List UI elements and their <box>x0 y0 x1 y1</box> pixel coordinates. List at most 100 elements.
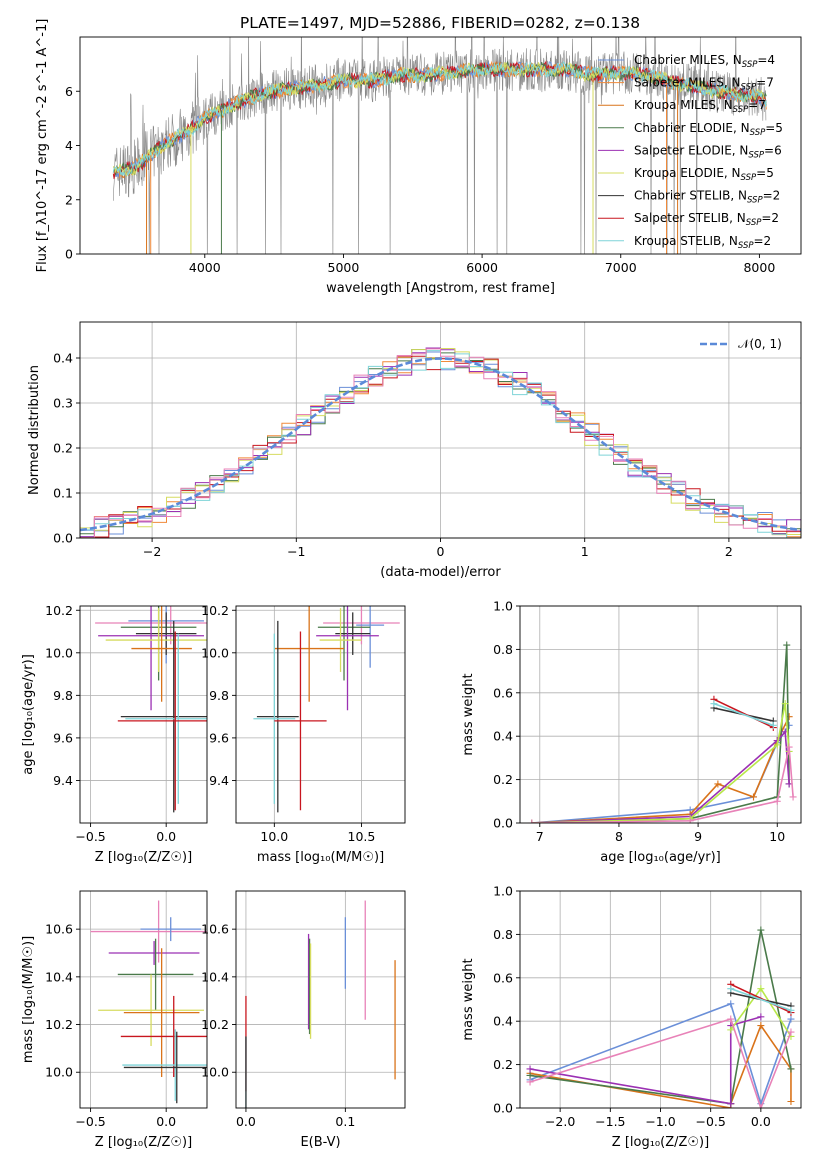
series-line <box>713 698 774 729</box>
y-tick-label: 4 <box>65 138 73 153</box>
series-line <box>529 1002 792 1107</box>
y-tick-label: 9.4 <box>209 773 229 788</box>
legend-label: 𝒩(0, 1) <box>738 337 782 351</box>
legend-subscript: SSP <box>748 150 764 160</box>
y-tick-label: 6 <box>65 84 73 99</box>
y-tick-label: 10.0 <box>45 645 73 660</box>
legend-tail: =2 <box>761 211 779 225</box>
x-tick-label: 7000 <box>605 260 637 275</box>
x-tick-label: 0 <box>437 544 445 559</box>
x-tick-label: 6000 <box>466 260 498 275</box>
x-tick-label: −0.5 <box>695 1114 725 1129</box>
legend-text: Chabrier MILES, N <box>634 53 742 67</box>
series-line <box>529 1016 762 1105</box>
data-point <box>750 793 758 801</box>
legend-subscript: SSP <box>750 128 766 138</box>
y-tick-label: 0.2 <box>493 772 513 787</box>
y-tick-label: 0.1 <box>53 486 73 501</box>
x-axis-label: age [log₁₀(age/yr)] <box>600 850 721 865</box>
plot-area <box>112 37 767 254</box>
x-tick-label: 2 <box>725 544 733 559</box>
y-tick-label: 0.0 <box>493 816 513 831</box>
legend-label: Kroupa MILES, NSSP=7 <box>634 98 766 115</box>
data-point <box>781 700 789 708</box>
chart-mass-vs-Z: −0.5 0.0 10.0 10.2 10.4 10.6 Z [log₁₀(Z/Z☉)] ma… <box>21 890 208 1150</box>
y-tick-label: 10.2 <box>201 1017 229 1032</box>
data-point <box>727 1015 735 1023</box>
y-tick-label: 9.6 <box>53 730 73 745</box>
y-tick-label: 10.0 <box>45 1065 73 1080</box>
data-point <box>526 1078 534 1086</box>
legend-text: Kroupa STELIB, N <box>634 234 738 248</box>
legend-label: Chabrier MILES, NSSP=4 <box>634 53 775 70</box>
legend-text: Salpeter STELIB, N <box>634 211 746 225</box>
x-tick-label: 10.0 <box>260 829 288 844</box>
data-point <box>785 743 793 751</box>
legend-label: Chabrier STELIB, NSSP=2 <box>634 189 780 206</box>
data-point <box>789 793 797 801</box>
data-point <box>787 1015 795 1023</box>
y-tick-label: 0.4 <box>493 729 513 744</box>
y-axis-label: mass [log₁₀(M/M☉)] <box>21 936 36 1063</box>
x-tick-label: −0.5 <box>75 1114 105 1129</box>
legend-text: Salpeter ELODIE, N <box>634 143 748 157</box>
data-point <box>787 1028 795 1036</box>
data-point <box>727 1100 735 1108</box>
data-point <box>757 1104 765 1108</box>
data-point <box>727 985 735 993</box>
y-tick-label: 0.0 <box>53 531 73 546</box>
legend-text: Kroupa ELODIE, N <box>634 166 741 180</box>
y-tick-label: 0 <box>65 247 73 262</box>
data-point <box>773 797 781 805</box>
y-tick-label: 0.2 <box>493 1057 513 1072</box>
x-tick-label: −1.0 <box>645 1114 675 1129</box>
x-tick-label: 0.0 <box>156 829 176 844</box>
legend-label: Kroupa ELODIE, NSSP=5 <box>634 166 774 183</box>
data-point <box>714 780 722 788</box>
x-tick-label: 8 <box>615 829 623 844</box>
legend-subscript: SSP <box>741 173 757 183</box>
y-tick-label: 10.4 <box>45 969 73 984</box>
x-tick-label: −2 <box>143 544 161 559</box>
y-tick-label: 9.4 <box>53 773 73 788</box>
legend-subscript: SSP <box>742 60 758 70</box>
x-axis-label: wavelength [Angstrom, rest frame] <box>326 281 555 296</box>
axes-frame <box>235 605 406 824</box>
y-axis-label: Normed distribution <box>27 365 42 495</box>
y-tick-label: 2 <box>65 192 73 207</box>
legend-tail: =7 <box>756 76 774 90</box>
series-line <box>529 1018 792 1108</box>
legend-text: Chabrier ELODIE, N <box>634 121 750 135</box>
x-tick-label: 8000 <box>743 260 775 275</box>
figure-title: PLATE=1497, MJD=52886, FIBERID=0282, z=0… <box>240 14 640 32</box>
legend-label: Salpeter STELIB, NSSP=2 <box>634 211 779 228</box>
chart-spectrum: 4000 5000 6000 7000 8000 0 2 4 6 wavelength [Angs… <box>35 19 802 296</box>
x-tick-label: 0.0 <box>156 1114 176 1129</box>
y-axis-label: Flux [f_λ10^-17 erg cm^-2 s^-1 A^-1] <box>35 19 50 273</box>
y-tick-label: 0.2 <box>53 441 73 456</box>
y-tick-label: 1.0 <box>493 884 513 899</box>
data-point <box>686 817 694 823</box>
y-tick-label: 10.6 <box>45 922 73 937</box>
data-point <box>787 1065 795 1073</box>
y-tick-label: 10.0 <box>201 645 229 660</box>
x-tick-label: 10.5 <box>348 829 376 844</box>
legend-tail: =5 <box>756 166 774 180</box>
x-axis-label: Z [log₁₀(Z/Z☉)] <box>612 1135 709 1150</box>
data-point <box>727 1000 735 1008</box>
y-tick-label: 10.0 <box>201 1065 229 1080</box>
y-tick-label: 10.2 <box>201 603 229 618</box>
data-point <box>757 985 765 993</box>
series-line <box>730 987 792 1012</box>
plot-area <box>253 606 400 813</box>
x-axis-label: Z [log₁₀(Z/Z☉)] <box>95 1135 192 1150</box>
x-tick-label: 10 <box>769 829 785 844</box>
series-line <box>529 929 792 1105</box>
data-point <box>757 1013 765 1021</box>
chart-massweight-vs-Z: −2.0 −1.5 −1.0 −0.5 0.0 0.0 0.2 0.4 0.6 0.8 1.0 Z [… <box>461 884 802 1150</box>
series-line <box>531 729 790 823</box>
x-axis-label: E(B-V) <box>300 1135 340 1150</box>
legend-tail: =7 <box>748 98 766 112</box>
data-point <box>526 1065 534 1073</box>
